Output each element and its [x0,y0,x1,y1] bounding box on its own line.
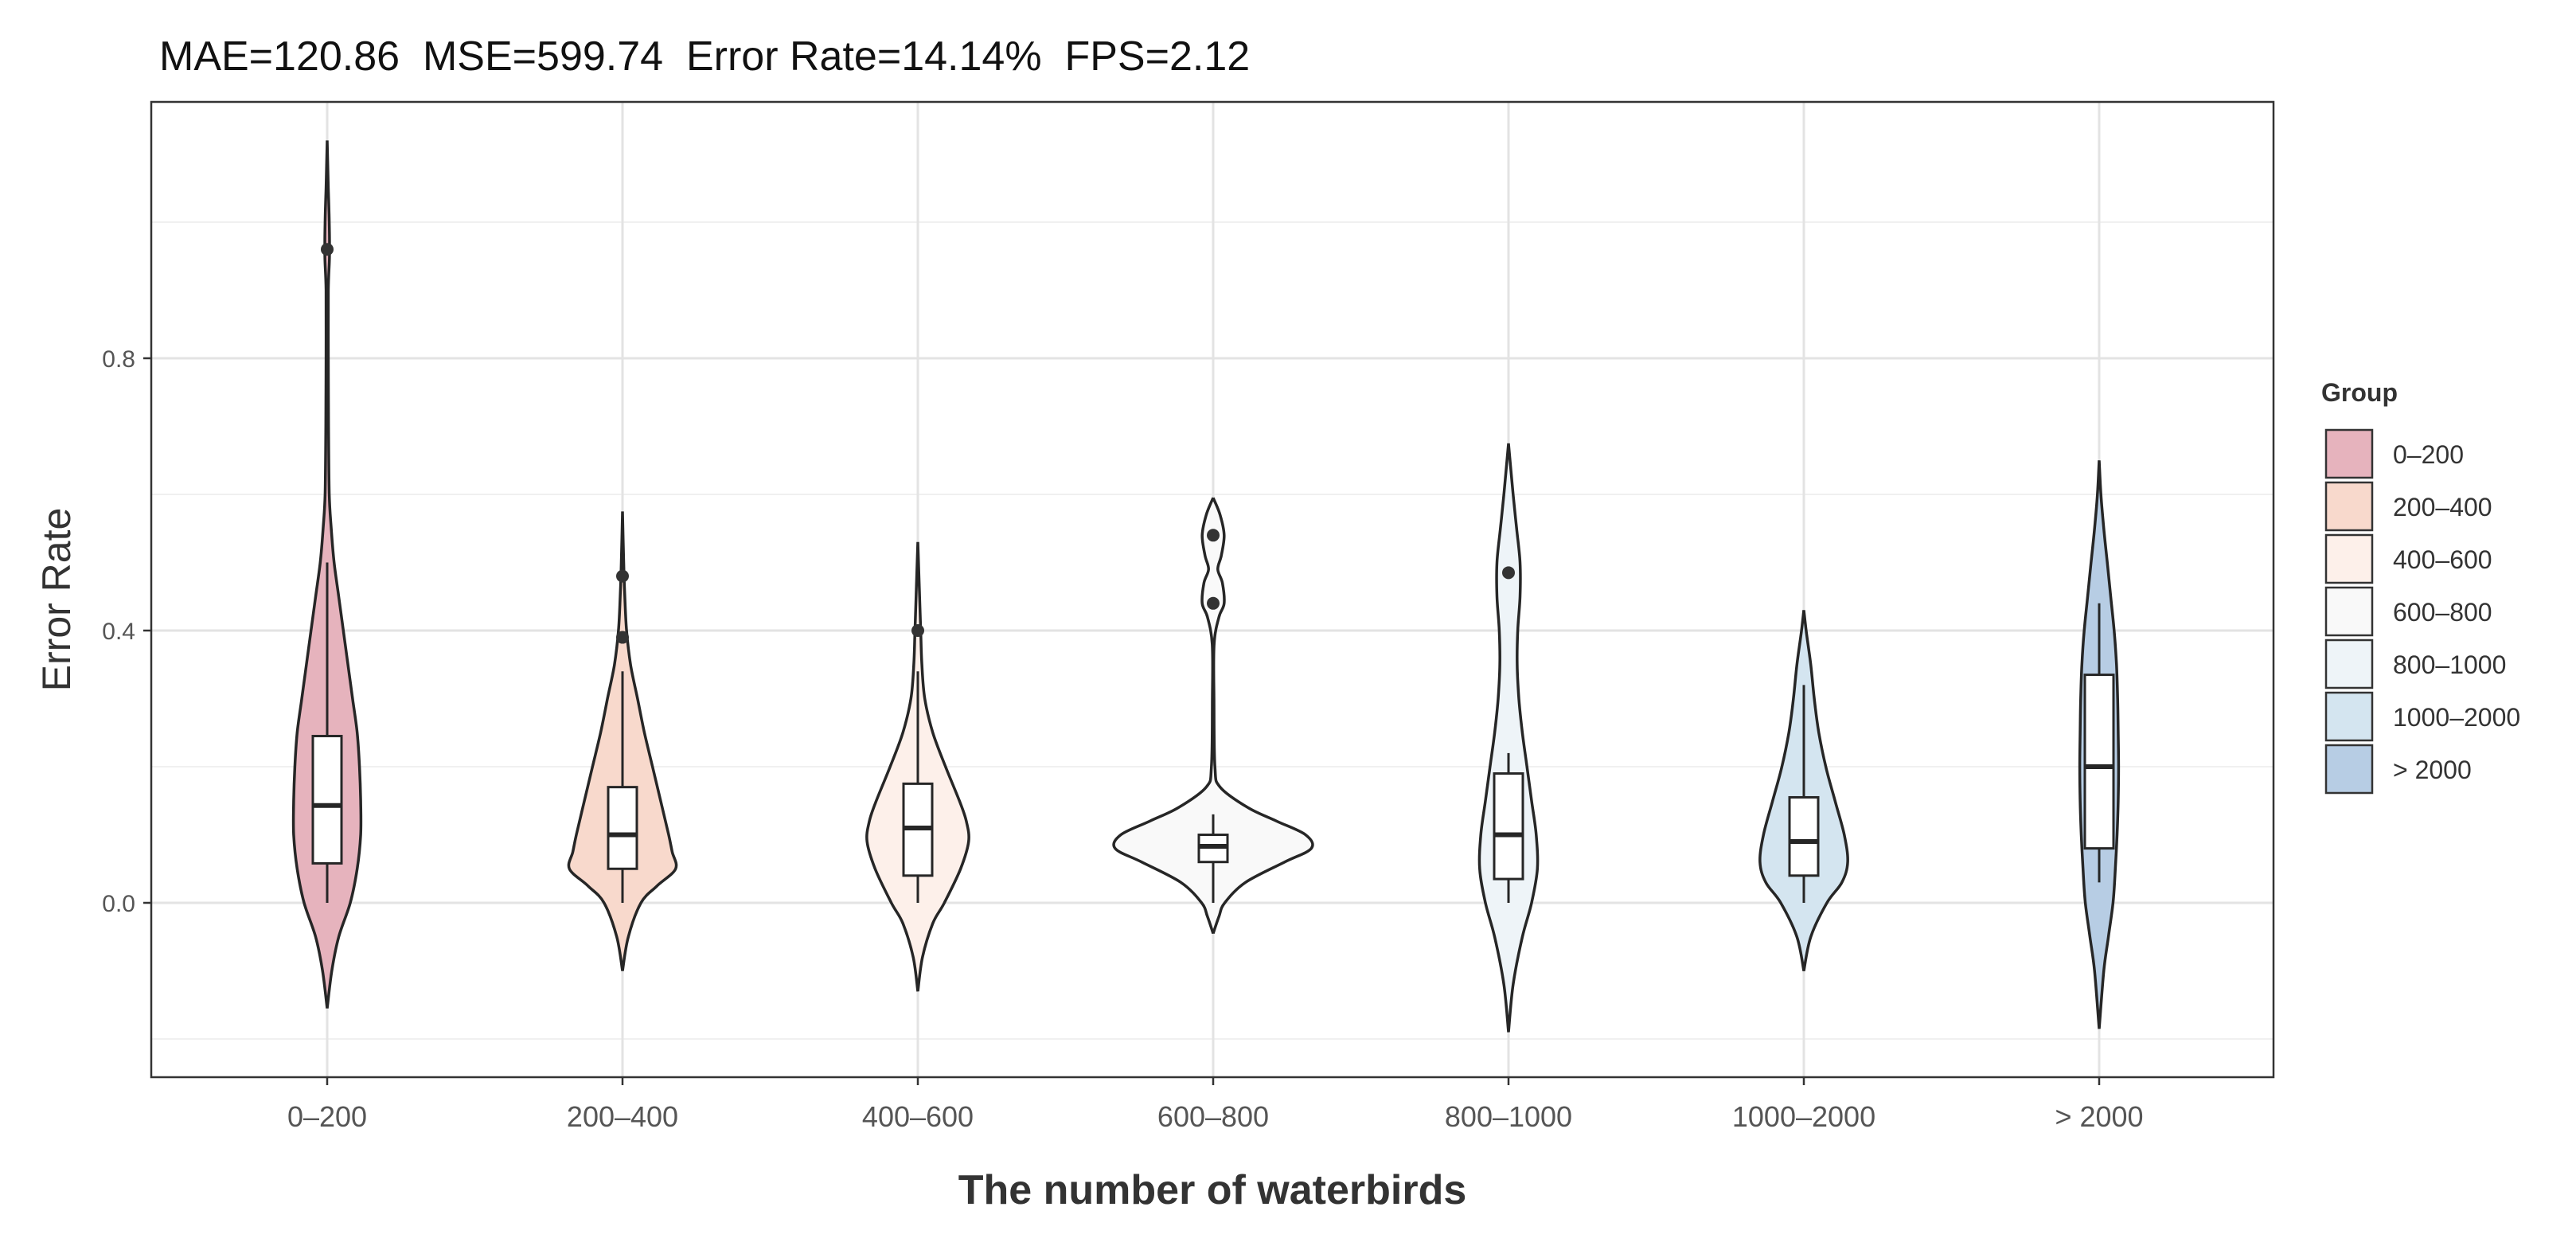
y-tick-label: 0.0 [102,891,135,917]
box-iqr [1788,795,1820,877]
y-tick-label: 0.8 [102,346,135,373]
legend-swatch [2324,533,2374,584]
outlier-point [911,624,924,637]
legend-swatch [2324,691,2374,742]
outlier-point [1502,566,1515,580]
x-tick-label: 800–1000 [1445,1100,1572,1133]
legend-title: Group [2321,378,2398,407]
x-axis: 0–200 200–400 400–600 600–800 800–1000 1000–2… [287,1077,2144,1133]
x-tick-label: > 2000 [2055,1100,2143,1133]
violin-shape [1477,443,1540,1033]
x-tick-label: 400–600 [862,1100,974,1133]
outlier-point [616,631,629,644]
violins-layer [291,140,2121,1033]
box-iqr [311,735,343,865]
legend-swatch [2324,428,2374,479]
violin-group [1758,610,1849,971]
outlier-point [321,243,334,256]
outlier-point [1207,596,1220,610]
legend-label: 0–200 [2393,440,2464,469]
y-axis: 0.0 0.4 0.8 [102,346,151,917]
legend: Group 0–200 200–400 400–600 600–800 800–1000… [2321,378,2520,795]
y-axis-title: Error Rate [34,508,79,692]
legend-label: > 2000 [2393,756,2472,784]
violin-group [2078,460,2121,1029]
violin-group [1112,497,1314,935]
x-tick-label: 600–800 [1157,1100,1269,1133]
box-iqr [2083,674,2115,850]
y-tick-label: 0.4 [102,619,135,645]
metrics-title: MAE=120.86 MSE=599.74 Error Rate=14.14% … [159,33,1250,80]
legend-swatch [2324,639,2374,689]
legend-label: 800–1000 [2393,650,2506,679]
legend-swatch [2324,586,2374,637]
box-iqr [607,786,638,870]
x-tick-label: 1000–2000 [1732,1100,1875,1133]
violin-group [291,140,363,1009]
x-tick-label: 0–200 [287,1100,367,1133]
x-axis-title: The number of waterbirds [958,1167,1467,1213]
box-iqr [1493,772,1524,881]
legend-label: 600–800 [2393,598,2492,627]
legend-swatch [2324,481,2374,532]
legend-swatch [2324,744,2374,795]
violin-group [567,511,678,971]
legend-label: 1000–2000 [2393,703,2520,732]
violin-shape [1112,497,1314,935]
outlier-point [616,569,629,583]
violin-group [865,541,970,992]
legend-label: 200–400 [2393,493,2492,521]
violin-group [1477,443,1540,1033]
outlier-point [1207,529,1220,542]
legend-label: 400–600 [2393,545,2492,574]
x-tick-label: 200–400 [567,1100,678,1133]
